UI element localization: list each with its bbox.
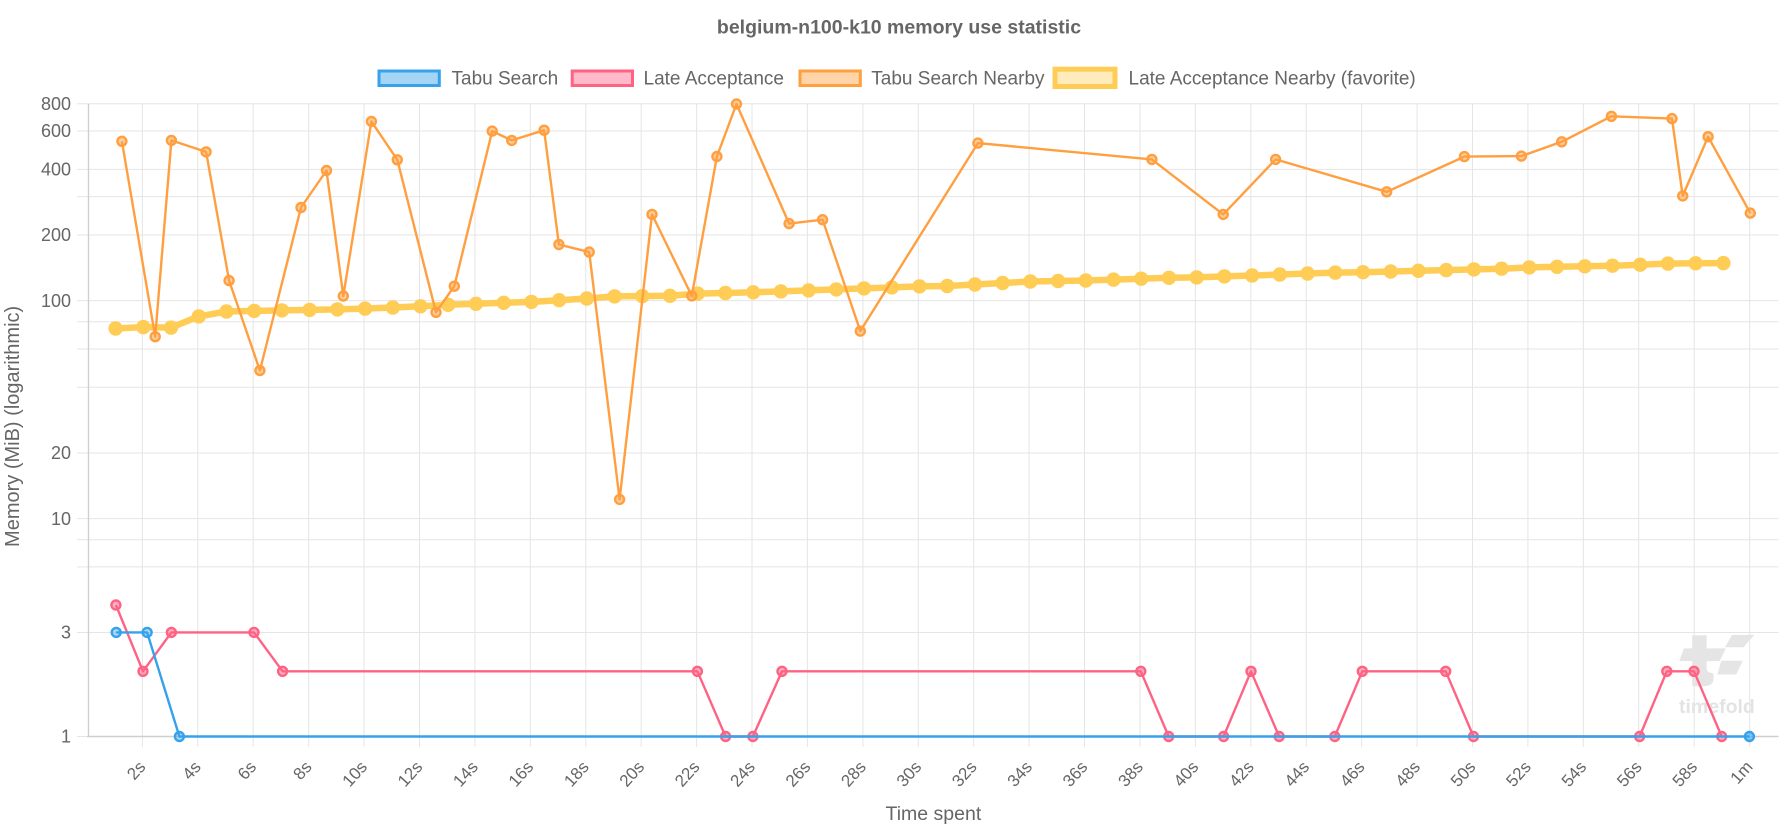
svg-text:1: 1 (61, 727, 71, 747)
svg-text:Time spent: Time spent (886, 803, 982, 825)
svg-text:400: 400 (41, 160, 71, 180)
svg-text:Tabu Search: Tabu Search (452, 69, 559, 90)
svg-text:Tabu Search Nearby: Tabu Search Nearby (871, 69, 1045, 90)
svg-text:Memory (MiB) (logarithmic): Memory (MiB) (logarithmic) (2, 306, 24, 547)
svg-text:100: 100 (41, 291, 71, 311)
svg-text:timefold: timefold (1679, 696, 1755, 718)
svg-text:10: 10 (51, 509, 71, 529)
svg-text:800: 800 (41, 94, 71, 114)
svg-text:belgium-n100-k10 memory use st: belgium-n100-k10 memory use statistic (717, 17, 1081, 39)
svg-text:3: 3 (61, 623, 71, 643)
svg-text:Late Acceptance Nearby (favori: Late Acceptance Nearby (favorite) (1129, 69, 1416, 90)
svg-text:200: 200 (41, 225, 71, 245)
svg-text:Late Acceptance: Late Acceptance (644, 69, 785, 90)
svg-text:600: 600 (41, 121, 71, 141)
svg-text:20: 20 (51, 443, 71, 463)
